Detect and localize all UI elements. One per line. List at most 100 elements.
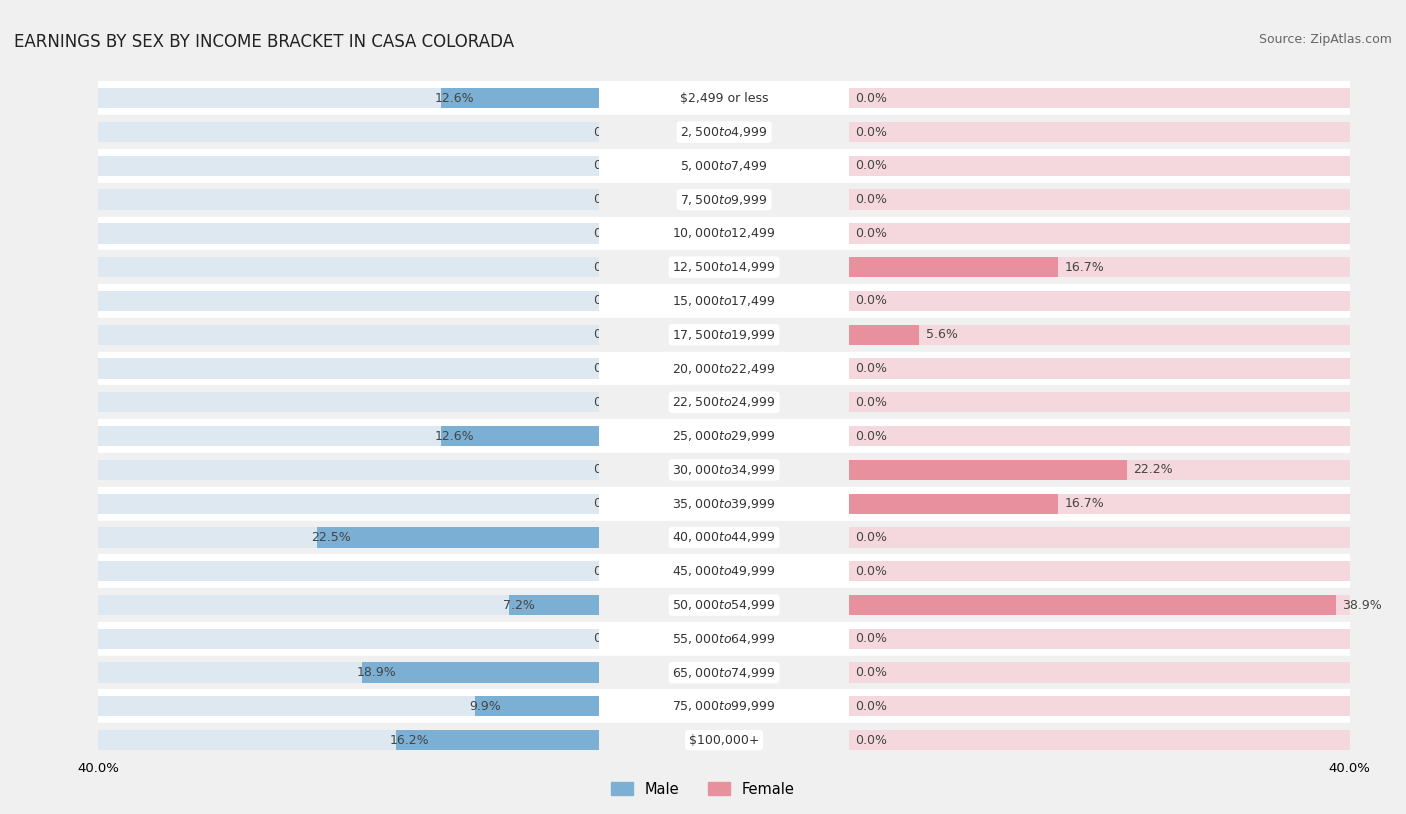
Text: 0.0%: 0.0%: [855, 295, 887, 308]
Bar: [98, 628, 599, 649]
Bar: [849, 155, 1350, 176]
Bar: [849, 628, 1350, 649]
Bar: [599, 487, 849, 521]
Bar: [599, 453, 849, 487]
Bar: [849, 493, 1350, 514]
Bar: [441, 426, 599, 446]
Bar: [849, 182, 1350, 217]
Bar: [98, 392, 599, 413]
Bar: [98, 257, 599, 278]
Text: 5.6%: 5.6%: [925, 328, 957, 341]
Bar: [599, 284, 849, 317]
Bar: [98, 291, 599, 311]
Bar: [98, 723, 599, 757]
Bar: [849, 223, 1350, 243]
Bar: [849, 595, 1336, 615]
Bar: [599, 419, 849, 453]
Bar: [849, 527, 1350, 548]
Bar: [98, 352, 599, 385]
Bar: [599, 520, 849, 554]
Bar: [98, 730, 599, 751]
Bar: [849, 723, 1350, 757]
Text: $100,000+: $100,000+: [689, 733, 759, 746]
Bar: [441, 88, 599, 108]
Bar: [98, 149, 599, 182]
Bar: [849, 622, 1350, 656]
Bar: [98, 81, 599, 115]
Bar: [849, 689, 1350, 723]
Bar: [849, 217, 1350, 250]
Bar: [98, 453, 599, 487]
Text: 12.6%: 12.6%: [434, 92, 475, 105]
Legend: Male, Female: Male, Female: [606, 776, 800, 803]
Text: $17,500 to $19,999: $17,500 to $19,999: [672, 328, 776, 342]
Bar: [849, 250, 1350, 284]
Text: 0.0%: 0.0%: [593, 328, 624, 341]
Bar: [98, 663, 599, 683]
Bar: [599, 352, 849, 385]
Bar: [599, 317, 849, 352]
Bar: [98, 122, 599, 142]
Bar: [98, 115, 599, 149]
Bar: [849, 663, 1350, 683]
Bar: [849, 392, 1350, 413]
Text: 0.0%: 0.0%: [855, 227, 887, 240]
Bar: [98, 358, 599, 379]
Bar: [98, 595, 599, 615]
Text: 0.0%: 0.0%: [593, 227, 624, 240]
Bar: [98, 487, 599, 521]
Bar: [98, 622, 599, 656]
Text: Source: ZipAtlas.com: Source: ZipAtlas.com: [1258, 33, 1392, 46]
Bar: [98, 217, 599, 250]
Bar: [849, 325, 1350, 345]
Text: 0.0%: 0.0%: [855, 125, 887, 138]
Bar: [98, 460, 599, 480]
Bar: [599, 723, 849, 757]
Text: $5,000 to $7,499: $5,000 to $7,499: [681, 159, 768, 173]
Bar: [396, 730, 599, 751]
Bar: [98, 554, 599, 588]
Bar: [849, 352, 1350, 385]
Bar: [98, 182, 599, 217]
Text: $25,000 to $29,999: $25,000 to $29,999: [672, 429, 776, 443]
Text: $40,000 to $44,999: $40,000 to $44,999: [672, 531, 776, 545]
Text: 0.0%: 0.0%: [855, 632, 887, 646]
Text: 0.0%: 0.0%: [855, 160, 887, 173]
Bar: [849, 696, 1350, 716]
Bar: [849, 460, 1128, 480]
Bar: [98, 284, 599, 317]
Bar: [849, 325, 920, 345]
Bar: [599, 622, 849, 656]
Bar: [849, 385, 1350, 419]
Bar: [849, 493, 1059, 514]
Bar: [363, 663, 599, 683]
Text: $12,500 to $14,999: $12,500 to $14,999: [672, 260, 776, 274]
Text: 22.5%: 22.5%: [311, 531, 352, 544]
Bar: [98, 250, 599, 284]
Text: 38.9%: 38.9%: [1343, 598, 1382, 611]
Bar: [98, 561, 599, 581]
Text: 16.7%: 16.7%: [1064, 497, 1104, 510]
Bar: [98, 190, 599, 210]
Bar: [849, 257, 1059, 278]
Bar: [98, 325, 599, 345]
Bar: [98, 155, 599, 176]
Bar: [849, 317, 1350, 352]
Bar: [98, 317, 599, 352]
Bar: [849, 115, 1350, 149]
Bar: [849, 358, 1350, 379]
Text: $2,499 or less: $2,499 or less: [681, 92, 768, 105]
Text: 0.0%: 0.0%: [593, 463, 624, 476]
Text: EARNINGS BY SEX BY INCOME BRACKET IN CASA COLORADA: EARNINGS BY SEX BY INCOME BRACKET IN CAS…: [14, 33, 515, 50]
Text: $15,000 to $17,499: $15,000 to $17,499: [672, 294, 776, 308]
Bar: [599, 385, 849, 419]
Text: $55,000 to $64,999: $55,000 to $64,999: [672, 632, 776, 646]
Text: $75,000 to $99,999: $75,000 to $99,999: [672, 699, 776, 713]
Text: $7,500 to $9,999: $7,500 to $9,999: [681, 193, 768, 207]
Bar: [849, 257, 1350, 278]
Bar: [599, 588, 849, 622]
Bar: [849, 595, 1350, 615]
Bar: [599, 689, 849, 723]
Bar: [849, 554, 1350, 588]
Bar: [849, 149, 1350, 182]
